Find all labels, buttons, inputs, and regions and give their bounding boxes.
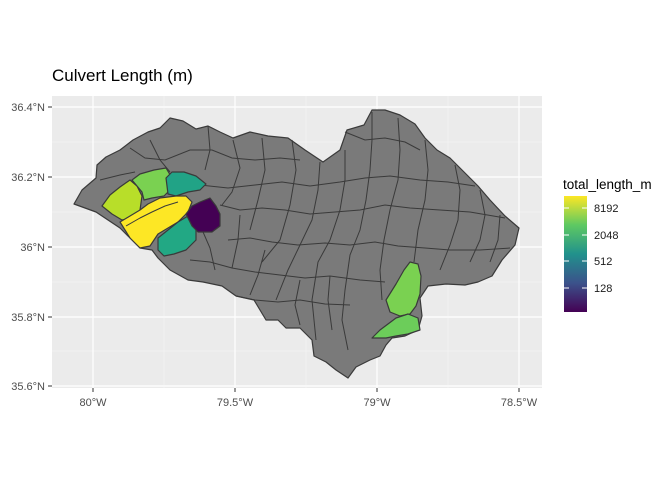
region-green-north	[131, 167, 173, 201]
legend-label: 128	[594, 283, 612, 295]
legend-label: 512	[594, 256, 612, 268]
legend-label: 8192	[594, 203, 618, 215]
y-tick-label: 36.2°N	[11, 172, 45, 184]
legend: total_length_m 8192 2048 512 128	[563, 177, 652, 312]
region-green-east-north	[385, 261, 422, 317]
legend-ticks	[564, 207, 587, 289]
legend-label: 2048	[594, 230, 618, 242]
region-purple	[185, 197, 221, 233]
region-light-green	[101, 179, 143, 221]
region-teal-north	[165, 171, 207, 197]
x-tick-label: 78.5°W	[501, 397, 538, 409]
highlighted-subbasins	[101, 167, 422, 339]
x-tick-label: 80°W	[79, 397, 107, 409]
subbasin-boundaries	[99, 112, 511, 351]
legend-title: total_length_m	[563, 177, 652, 192]
legend-colorbar	[564, 196, 587, 312]
y-tick-label: 36°N	[20, 242, 45, 254]
axis-ticks	[48, 106, 520, 392]
y-tick-label: 35.6°N	[11, 381, 45, 393]
region-green-east-south	[371, 313, 421, 339]
y-tick-label: 36.4°N	[11, 102, 45, 114]
x-tick-label: 79°W	[363, 397, 391, 409]
plot-title: Culvert Length (m)	[52, 66, 193, 85]
region-yellow	[119, 195, 193, 249]
x-tick-label: 79.5°W	[217, 397, 254, 409]
region-teal-south	[157, 215, 197, 257]
y-tick-label: 35.8°N	[11, 312, 45, 324]
